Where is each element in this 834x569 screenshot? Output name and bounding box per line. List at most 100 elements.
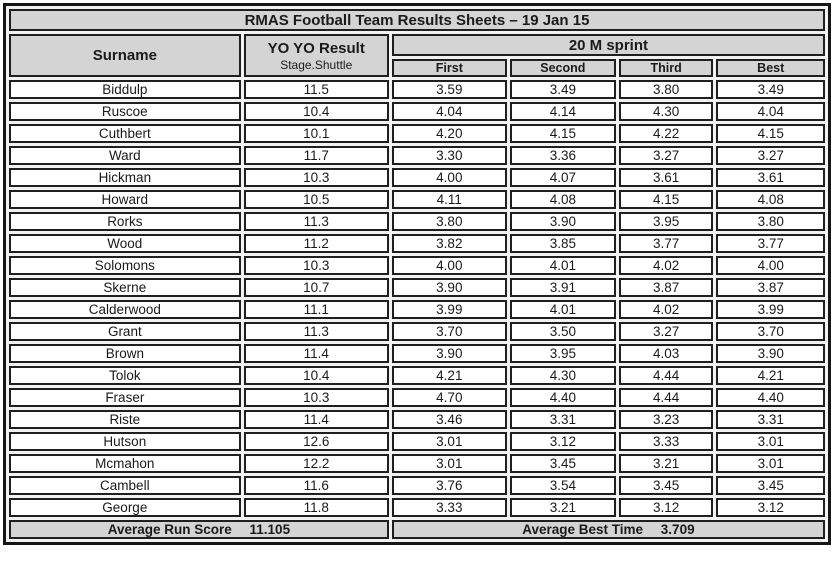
sprint-third-cell: 3.45	[618, 476, 714, 495]
sprint-first-cell: 4.00	[391, 168, 507, 187]
table-row: Cambell 11.6 3.76 3.54 3.45 3.45	[9, 476, 825, 495]
surname-cell: Wood	[9, 234, 241, 253]
sprint-second-cell: 3.12	[509, 432, 616, 451]
yoyo-result-cell: 10.3	[243, 168, 389, 187]
sprint-first-cell: 3.30	[391, 146, 507, 165]
sprint-third-cell: 3.95	[618, 212, 714, 231]
column-header-best: Best	[716, 59, 825, 77]
sprint-third-cell: 4.02	[618, 256, 714, 275]
surname-cell: Cuthbert	[9, 124, 241, 143]
table-row: Ward 11.7 3.30 3.36 3.27 3.27	[9, 146, 825, 165]
surname-cell: Brown	[9, 344, 241, 363]
sprint-third-cell: 4.44	[618, 366, 714, 385]
sprint-third-cell: 3.23	[618, 410, 714, 429]
sprint-second-cell: 3.31	[509, 410, 616, 429]
column-header-third: Third	[618, 59, 714, 77]
yoyo-result-cell: 11.6	[243, 476, 389, 495]
table-row: Calderwood 11.1 3.99 4.01 4.02 3.99	[9, 300, 825, 319]
sprint-first-cell: 3.33	[391, 498, 507, 517]
table-row: Howard 10.5 4.11 4.08 4.15 4.08	[9, 190, 825, 209]
yoyo-result-cell: 10.4	[243, 102, 389, 121]
sprint-second-cell: 4.30	[509, 366, 616, 385]
sprint-best-cell: 3.61	[716, 168, 825, 187]
table-row: Ruscoe 10.4 4.04 4.14 4.30 4.04	[9, 102, 825, 121]
table-row: Fraser 10.3 4.70 4.40 4.44 4.40	[9, 388, 825, 407]
surname-cell: Mcmahon	[9, 454, 241, 473]
sprint-best-cell: 3.27	[716, 146, 825, 165]
results-sheet: RMAS Football Team Results Sheets – 19 J…	[3, 3, 831, 545]
sprint-second-cell: 3.91	[509, 278, 616, 297]
sprint-third-cell: 4.02	[618, 300, 714, 319]
yoyo-result-cell: 10.1	[243, 124, 389, 143]
sprint-second-cell: 4.15	[509, 124, 616, 143]
surname-cell: Tolok	[9, 366, 241, 385]
sprint-best-cell: 3.12	[716, 498, 825, 517]
table-row: Wood 11.2 3.82 3.85 3.77 3.77	[9, 234, 825, 253]
column-header-surname: Surname	[9, 34, 241, 77]
sprint-best-cell: 4.40	[716, 388, 825, 407]
sprint-best-cell: 3.77	[716, 234, 825, 253]
table-header: RMAS Football Team Results Sheets – 19 J…	[9, 9, 825, 77]
sprint-first-cell: 3.46	[391, 410, 507, 429]
sprint-best-cell: 3.70	[716, 322, 825, 341]
surname-cell: Calderwood	[9, 300, 241, 319]
table-row: Cuthbert 10.1 4.20 4.15 4.22 4.15	[9, 124, 825, 143]
sprint-second-cell: 4.40	[509, 388, 616, 407]
yoyo-result-cell: 10.7	[243, 278, 389, 297]
sprint-third-cell: 3.33	[618, 432, 714, 451]
yoyo-header-title: YO YO Result	[267, 39, 365, 57]
yoyo-result-cell: 11.2	[243, 234, 389, 253]
surname-cell: Ruscoe	[9, 102, 241, 121]
sprint-first-cell: 3.90	[391, 278, 507, 297]
surname-cell: Fraser	[9, 388, 241, 407]
average-run-score-cell: Average Run Score 11.105	[9, 520, 389, 539]
yoyo-result-cell: 11.5	[243, 80, 389, 99]
yoyo-result-cell: 12.6	[243, 432, 389, 451]
sprint-first-cell: 4.21	[391, 366, 507, 385]
sprint-first-cell: 4.20	[391, 124, 507, 143]
sprint-best-cell: 4.00	[716, 256, 825, 275]
sprint-best-cell: 3.31	[716, 410, 825, 429]
sprint-second-cell: 4.14	[509, 102, 616, 121]
surname-cell: Hickman	[9, 168, 241, 187]
results-table: RMAS Football Team Results Sheets – 19 J…	[6, 6, 828, 542]
surname-cell: Cambell	[9, 476, 241, 495]
sprint-second-cell: 3.21	[509, 498, 616, 517]
sprint-third-cell: 3.77	[618, 234, 714, 253]
sprint-second-cell: 3.95	[509, 344, 616, 363]
sprint-first-cell: 3.80	[391, 212, 507, 231]
sprint-best-cell: 3.45	[716, 476, 825, 495]
sprint-third-cell: 3.27	[618, 322, 714, 341]
sprint-second-cell: 4.08	[509, 190, 616, 209]
surname-cell: Rorks	[9, 212, 241, 231]
table-row: George 11.8 3.33 3.21 3.12 3.12	[9, 498, 825, 517]
table-row: Hutson 12.6 3.01 3.12 3.33 3.01	[9, 432, 825, 451]
sprint-second-cell: 3.54	[509, 476, 616, 495]
table-footer: Average Run Score 11.105 Average Best Ti…	[9, 520, 825, 539]
sprint-best-cell: 3.80	[716, 212, 825, 231]
sprint-third-cell: 4.30	[618, 102, 714, 121]
sprint-best-cell: 3.49	[716, 80, 825, 99]
sprint-first-cell: 4.70	[391, 388, 507, 407]
table-body: Biddulp 11.5 3.59 3.49 3.80 3.49 Ruscoe …	[9, 80, 825, 517]
yoyo-header-subtitle: Stage.Shuttle	[280, 57, 353, 72]
yoyo-result-cell: 11.3	[243, 322, 389, 341]
sprint-first-cell: 3.01	[391, 432, 507, 451]
yoyo-result-cell: 11.1	[243, 300, 389, 319]
surname-cell: Ward	[9, 146, 241, 165]
yoyo-result-cell: 10.3	[243, 256, 389, 275]
surname-cell: Howard	[9, 190, 241, 209]
sprint-best-cell: 3.90	[716, 344, 825, 363]
column-header-yoyo: YO YO Result Stage.Shuttle	[243, 34, 389, 77]
sprint-first-cell: 4.11	[391, 190, 507, 209]
sprint-first-cell: 4.04	[391, 102, 507, 121]
sprint-second-cell: 3.36	[509, 146, 616, 165]
table-row: Skerne 10.7 3.90 3.91 3.87 3.87	[9, 278, 825, 297]
yoyo-result-cell: 11.7	[243, 146, 389, 165]
surname-cell: Solomons	[9, 256, 241, 275]
average-best-time-cell: Average Best Time 3.709	[391, 520, 825, 539]
table-row: Hickman 10.3 4.00 4.07 3.61 3.61	[9, 168, 825, 187]
average-run-score-label: Average Run Score	[107, 522, 232, 537]
sprint-second-cell: 3.90	[509, 212, 616, 231]
